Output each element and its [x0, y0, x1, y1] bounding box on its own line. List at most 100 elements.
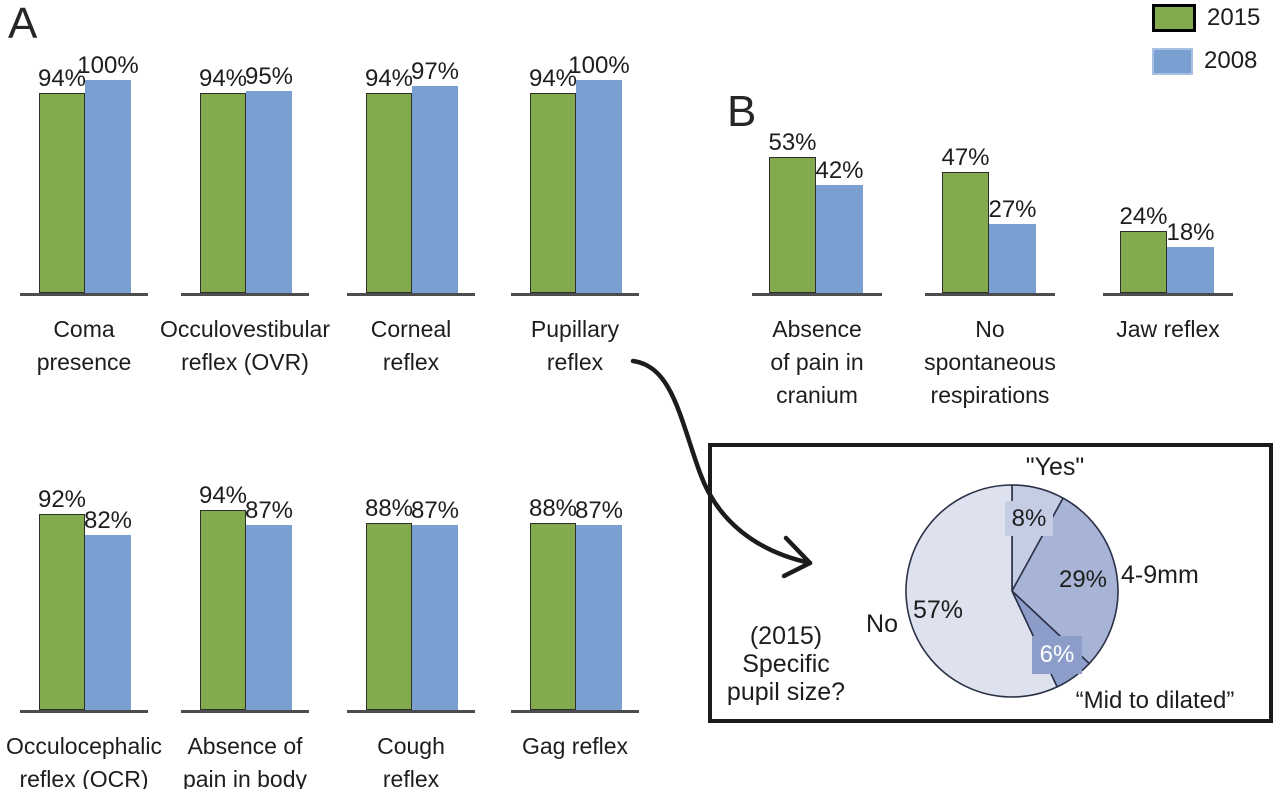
category-label-line: Jaw reflex — [1116, 316, 1220, 342]
bar-2008 — [85, 535, 131, 710]
bar-2015 — [942, 172, 989, 293]
category-label-line: Corneal — [370, 316, 452, 342]
bar-value-label: 82% — [83, 507, 133, 534]
bar-2015 — [39, 514, 85, 710]
bar-value-label: 87% — [574, 497, 624, 524]
bar-value-label: 42% — [815, 157, 864, 184]
pie-label-mid-dilated: “Mid to dilated” — [1075, 687, 1235, 714]
axis-line — [347, 293, 475, 296]
axis-line — [925, 293, 1055, 296]
category-label: Pupillary reflex — [425, 313, 725, 379]
pie-label-4-9mm: 4-9mm — [1121, 561, 1199, 589]
category-label-line: reflex — [382, 349, 440, 375]
pie-chart — [905, 484, 1119, 698]
axis-line — [752, 293, 882, 296]
category-label-line: Gag reflex — [521, 733, 629, 759]
bar-2015 — [530, 93, 576, 293]
pie-slice — [905, 484, 1058, 698]
panel-a-label: A — [8, 0, 38, 48]
bar-value-label: 92% — [37, 486, 87, 513]
category-label-line: Occulocephalic — [6, 733, 162, 759]
legend-label: 2008 — [1204, 47, 1258, 74]
bar-2015 — [39, 93, 85, 293]
bar-value-label: 94% — [528, 65, 578, 92]
axis-line — [347, 710, 475, 713]
pie-value-mid-dilated: 6% — [1032, 636, 1082, 674]
category-label-line: Coma — [53, 316, 115, 342]
pie-question: (2015) Specific pupil size? — [680, 622, 892, 706]
bar-2008 — [576, 80, 622, 293]
category-label-line: Absence — [772, 316, 862, 342]
bar-2008 — [816, 185, 863, 293]
bar-value-label: 18% — [1166, 219, 1215, 246]
pie-question-line: (2015) — [749, 622, 823, 650]
category-label-line: respirations — [930, 382, 1050, 408]
bar-value-label: 95% — [244, 63, 294, 90]
bar-value-label: 97% — [410, 58, 460, 85]
bar-value-label: 94% — [198, 482, 248, 509]
bar-2015 — [200, 93, 246, 293]
bar-value-label: 100% — [77, 52, 139, 79]
category-label-line: presence — [36, 349, 132, 375]
category-label-line: spontaneous — [924, 349, 1056, 375]
category-label: Corneal reflex — [261, 313, 561, 379]
pie-question-line: Specific — [742, 650, 830, 678]
bar-2008 — [576, 525, 622, 710]
bar-value-label: 53% — [768, 129, 817, 156]
axis-line — [181, 710, 309, 713]
bar-2015 — [1120, 231, 1167, 293]
category-label: Absence of pain in body — [95, 730, 395, 789]
category-label: No spontaneous respirations — [840, 313, 1140, 412]
category-label-line: reflex (OCR) — [19, 766, 149, 789]
bar-2008 — [989, 224, 1036, 293]
category-label: Cough reflex — [261, 730, 561, 789]
axis-line — [511, 293, 639, 296]
bar-2015 — [530, 523, 576, 710]
category-label-line: cranium — [776, 382, 858, 408]
bar-value-label: 24% — [1119, 203, 1168, 230]
bar-value-label: 47% — [941, 144, 990, 171]
axis-line — [20, 293, 148, 296]
axis-line — [181, 293, 309, 296]
bar-2008 — [85, 80, 131, 293]
category-label-line: Occulovestibular — [159, 316, 331, 342]
bar-value-label: 27% — [988, 196, 1037, 223]
bar-2008 — [246, 91, 292, 293]
pie-slice — [1011, 497, 1119, 665]
bar-value-label: 94% — [37, 65, 87, 92]
category-label: Absence of pain in cranium — [667, 313, 967, 412]
bar-value-label: 88% — [528, 495, 578, 522]
category-label: Gag reflex — [425, 730, 725, 763]
pie-question-line: pupil size? — [726, 678, 846, 706]
legend-swatch-2008 — [1152, 47, 1193, 75]
bar-value-label: 88% — [364, 495, 414, 522]
category-label-line: No — [975, 316, 1005, 342]
legend-item-2015: 2015 — [1152, 4, 1260, 32]
legend-swatch-2015 — [1152, 4, 1196, 32]
panel-b-label: B — [727, 87, 757, 136]
category-label-line: Pupillary — [530, 316, 620, 342]
category-label: Jaw reflex — [1018, 313, 1280, 346]
bar-value-label: 100% — [568, 52, 630, 79]
bar-2008 — [412, 86, 458, 293]
bar-value-label: 94% — [364, 65, 414, 92]
pie-value-no: 57% — [912, 596, 964, 624]
category-label-line: Absence of — [187, 733, 303, 759]
bar-2015 — [366, 523, 412, 710]
bar-2008 — [412, 525, 458, 710]
curved-arrow-icon — [630, 358, 813, 579]
bar-2015 — [200, 510, 246, 710]
bar-value-label: 87% — [244, 497, 294, 524]
category-label: Coma presence — [0, 313, 234, 379]
legend: 2015 2008 — [1152, 4, 1260, 90]
bar-value-label: 87% — [410, 497, 460, 524]
pie-value-yes: 8% — [1005, 501, 1053, 536]
bar-2008 — [1167, 247, 1214, 293]
category-label: Occulocephalic reflex (OCR) — [0, 730, 234, 789]
pie-label-yes: "Yes" — [1025, 453, 1085, 481]
pie-value-4-9mm: 29% — [1058, 566, 1108, 593]
bar-2015 — [366, 93, 412, 293]
category-label-line: Cough — [377, 733, 445, 759]
bar-2008 — [246, 525, 292, 710]
